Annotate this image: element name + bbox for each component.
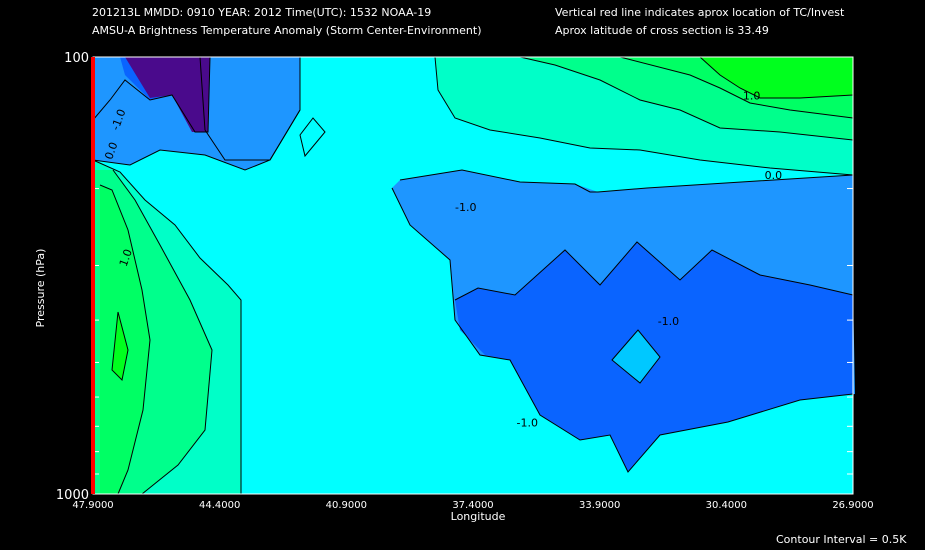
contour-fills: [93, 57, 855, 494]
header-line-3: Vertical red line indicates aprox locati…: [555, 6, 845, 19]
contour-line: [519, 56, 854, 141]
x-tick-label: 47.9000: [72, 500, 113, 511]
contour-line: [611, 329, 661, 384]
y-tick-label: 1000: [56, 488, 89, 503]
storm-location-line: [91, 57, 95, 494]
contour-label: -1.0: [455, 201, 476, 214]
contour-label: 1.0: [117, 247, 135, 268]
x-axis-title: Longitude: [451, 510, 506, 523]
y-tick-labels: 100 1000: [56, 51, 89, 503]
x-tick-label: 44.4000: [199, 500, 240, 511]
contour-labels: -1.00.01.0-1.0-1.0-1.01.00.0: [102, 89, 782, 429]
contour-lines: [92, 56, 854, 495]
header-line-2: AMSU-A Brightness Temperature Anomaly (S…: [92, 24, 482, 37]
x-tick-label: 40.9000: [326, 500, 367, 511]
contour-line: [111, 311, 129, 382]
contour-label: -1.0: [658, 315, 679, 328]
contour-line: [454, 241, 854, 301]
contour-line: [391, 187, 854, 473]
region-cold-core: [125, 57, 210, 132]
contour-interval-label: Contour Interval = 0.5K: [776, 533, 907, 546]
contour-label: 1.0: [743, 89, 761, 102]
contour-line: [619, 56, 854, 119]
contour-line: [99, 184, 151, 495]
contour-line: [299, 117, 326, 158]
contour-line: [434, 56, 854, 176]
contour-line: [199, 56, 301, 161]
contour-line: [699, 56, 854, 99]
x-tick-label: 26.9000: [832, 500, 873, 511]
x-tick-label: 37.4000: [452, 500, 493, 511]
x-tick-label: 33.9000: [579, 500, 620, 511]
contour-line: [92, 159, 242, 494]
header-line-1: 201213L MMDD: 0910 YEAR: 2012 Time(UTC):…: [92, 6, 432, 19]
region-west-bright: [112, 312, 128, 380]
y-tick-label: 100: [64, 51, 89, 66]
contour-label: 0.0: [102, 140, 120, 161]
region-ne-bright: [700, 57, 853, 98]
contour-label: -1.0: [517, 416, 538, 429]
y-axis-title: Pressure (hPa): [34, 249, 47, 328]
contour-label: 0.0: [765, 169, 783, 182]
x-tick-labels: 47.9000 44.4000 40.9000 37.4000 33.9000 30.40…: [72, 500, 873, 511]
x-tick-label: 30.4000: [706, 500, 747, 511]
header-line-4: Aprox latitude of cross section is 33.49: [555, 24, 769, 37]
contour-line: [112, 169, 213, 495]
contour-line: [399, 169, 854, 193]
